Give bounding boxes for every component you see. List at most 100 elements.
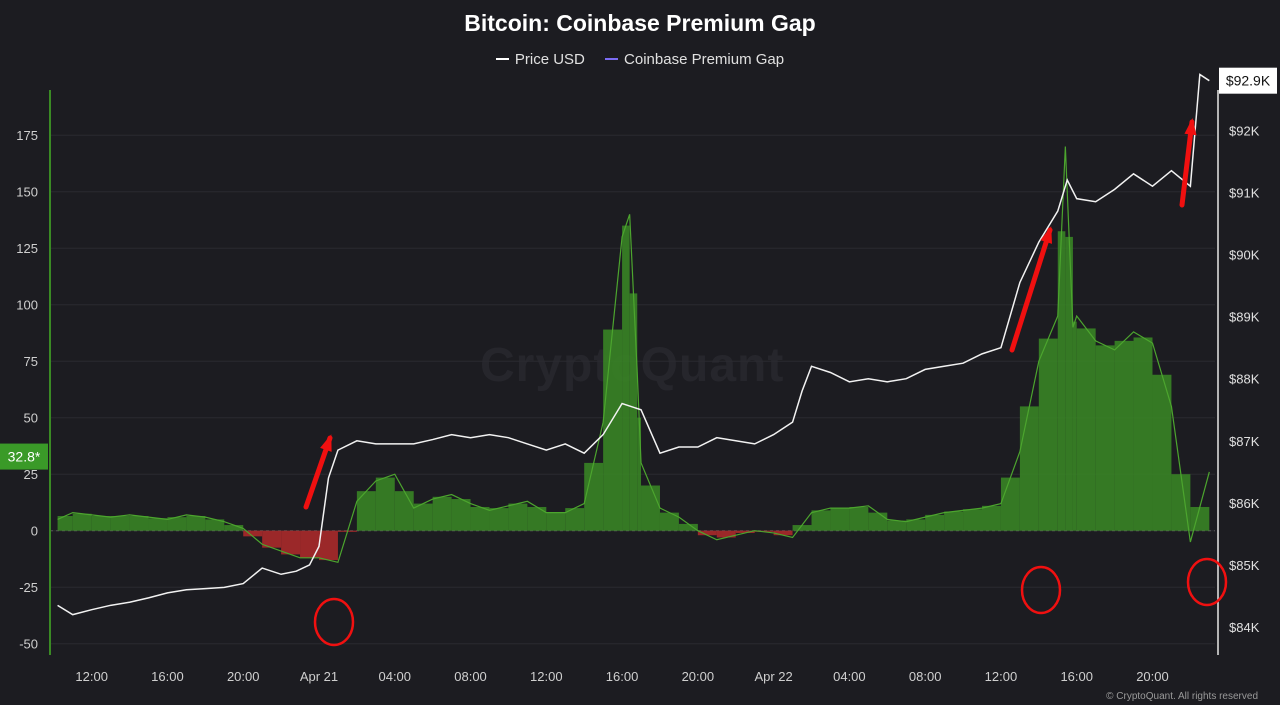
x-tick-label: 04:00 (833, 669, 866, 684)
annotation-arrow-1-head (320, 434, 332, 452)
premium-gap-bar (1038, 338, 1058, 531)
legend-swatch-price (495, 58, 509, 61)
y-right-tick-label: $89K (1229, 310, 1260, 325)
annotation-circle-3 (1186, 557, 1228, 607)
premium-gap-bar (697, 530, 717, 536)
right-current-label: $92.9K (1226, 73, 1271, 89)
x-tick-label: Apr 22 (754, 669, 792, 684)
premium-gap-bar (1072, 321, 1077, 531)
premium-gap-bar (243, 530, 263, 537)
x-tick-label: 20:00 (1136, 669, 1169, 684)
premium-gap-bar (432, 496, 452, 531)
premium-gap-bar (205, 519, 225, 531)
legend-label-price: Price USD (514, 51, 585, 68)
x-tick-label: 16:00 (606, 669, 639, 684)
y-left-tick-label: 175 (16, 128, 38, 143)
annotation-arrow-3 (1179, 119, 1195, 208)
x-tick-label: 04:00 (378, 669, 411, 684)
premium-gap-bar (451, 499, 471, 531)
premium-gap-bar (716, 530, 736, 538)
annotation-circle-2 (1020, 565, 1062, 615)
y-right-tick-label: $92K (1229, 123, 1260, 138)
x-tick-label: 12:00 (530, 669, 563, 684)
y-left-tick-label: 0 (31, 524, 38, 539)
premium-gap-bar (470, 506, 490, 531)
x-tick-label: Apr 21 (300, 669, 338, 684)
premium-gap-bar (1114, 340, 1134, 531)
premium-gap-bar (110, 516, 130, 531)
y-right-tick-label: $91K (1229, 185, 1260, 200)
y-left-tick-label: 125 (16, 241, 38, 256)
premium-gap-bar (186, 516, 206, 531)
premium-gap-bar (887, 520, 907, 531)
x-tick-label: 08:00 (909, 669, 942, 684)
y-left-tick-label: 25 (24, 467, 38, 482)
y-left-tick-label: 75 (24, 354, 38, 369)
premium-gap-bar (1057, 231, 1066, 531)
premium-gap-bar (1076, 328, 1096, 531)
premium-gap-bar (318, 530, 338, 561)
premium-gap-bar (148, 518, 168, 531)
premium-gap-bar (1190, 506, 1210, 531)
x-tick-label: 12:00 (985, 669, 1018, 684)
premium-gap-bar (584, 462, 604, 531)
premium-gap-bar (262, 530, 282, 548)
premium-gap-bar (281, 530, 301, 555)
premium-gap-line (57, 146, 1210, 564)
premium-gap-bar (830, 508, 850, 531)
y-left-tick-label: -50 (19, 637, 38, 652)
premium-gap-bar (906, 519, 926, 531)
premium-gap-bar (394, 491, 414, 531)
premium-gap-bar (91, 516, 111, 531)
premium-gap-bar (565, 508, 585, 531)
left-current-badge (0, 443, 48, 470)
y-right-tick-label: $90K (1229, 248, 1260, 263)
price-line (57, 73, 1210, 616)
premium-gap-bar (982, 505, 1001, 531)
premium-gap-bar (1133, 337, 1153, 531)
chart-legend: Price USD Coinbase Premium Gap (0, 51, 1280, 68)
x-tick-label: 20:00 (227, 669, 260, 684)
premium-gap-bar (1000, 477, 1020, 531)
legend-item-price[interactable]: Price USD (495, 51, 585, 68)
y-right-tick-label: $85K (1229, 558, 1260, 573)
premium-gap-bar (527, 506, 547, 531)
premium-gap-bar (637, 417, 642, 531)
x-tick-label: 16:00 (1060, 669, 1093, 684)
premium-gap-bar (629, 293, 638, 531)
y-right-tick-label: $84K (1229, 620, 1260, 635)
premium-gap-bar (735, 530, 755, 533)
legend-item-premium[interactable]: Coinbase Premium Gap (605, 51, 784, 68)
premium-gap-bar (925, 514, 945, 531)
chart-title: Bitcoin: Coinbase Premium Gap (464, 10, 816, 36)
annotation-arrow-3-head (1184, 118, 1197, 136)
y-left-tick-label: 150 (16, 185, 38, 200)
x-tick-label: 12:00 (75, 669, 108, 684)
x-tick-label: 08:00 (454, 669, 487, 684)
premium-gap-bar (659, 512, 679, 531)
premium-gap-bar (57, 516, 73, 531)
y-right-tick-label: $88K (1229, 372, 1260, 387)
y-right-tick-label: $86K (1229, 496, 1260, 511)
y-left-tick-label: 100 (16, 298, 38, 313)
premium-gap-bar (773, 530, 793, 536)
premium-gap-bar (300, 530, 319, 558)
y-left-tick-label: -25 (19, 580, 38, 595)
premium-gap-bar (1065, 236, 1073, 531)
premium-gap-bar (167, 517, 187, 531)
annotation-arrow-2-head (1040, 226, 1052, 244)
premium-gap-bar (963, 509, 982, 531)
premium-gap-bar (1152, 374, 1172, 531)
premium-gap-bar (72, 513, 92, 531)
premium-gap-bar (811, 510, 831, 531)
annotation-circle-1 (313, 597, 355, 647)
premium-gap-bar (413, 503, 433, 531)
premium-gap-bar (224, 525, 244, 531)
premium-gap-bar (641, 485, 660, 531)
legend-swatch-premium (605, 58, 619, 61)
premium-gap-bar (356, 491, 376, 531)
y-left-tick-label: 50 (24, 411, 38, 426)
right-current-badge (1219, 67, 1277, 94)
